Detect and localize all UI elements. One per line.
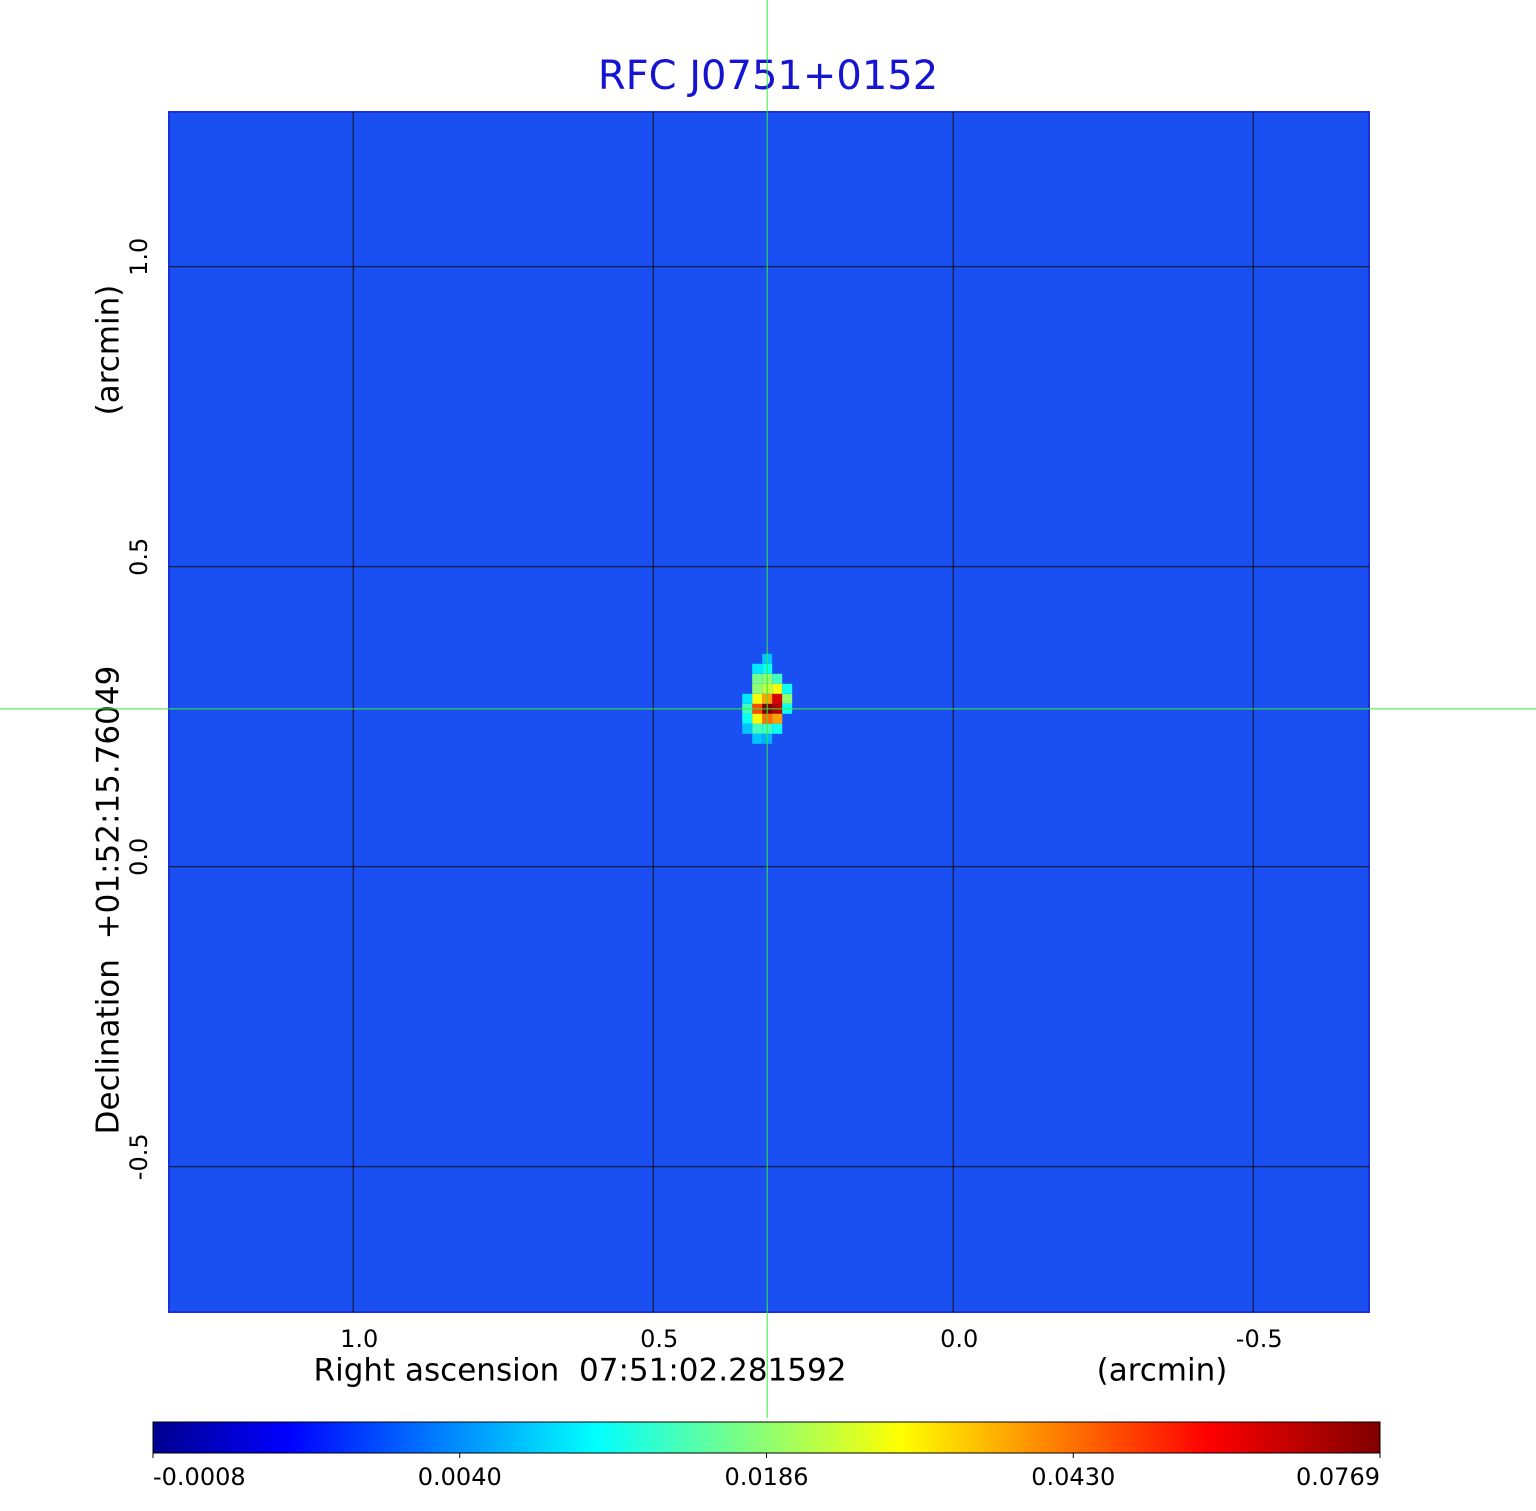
x-axis-label: Right ascension 07:51:02.281592 (314, 1353, 847, 1389)
pixel (752, 663, 763, 674)
y-tick-label: 1.0 (125, 238, 153, 276)
pixel (742, 713, 753, 724)
pixel (742, 723, 753, 734)
y-axis-label: Declination +01:52:15.76049 (91, 666, 127, 1135)
pixel (752, 683, 763, 694)
pixel (782, 683, 793, 694)
pixel (772, 723, 783, 734)
pixel (752, 713, 763, 724)
y-tick-label: 0.5 (125, 538, 153, 576)
pixel (752, 673, 763, 684)
y-tick-label: -0.5 (125, 1133, 153, 1180)
pixel (772, 693, 783, 704)
pixel (752, 733, 763, 744)
colorbar-tick-label: 0.0186 (725, 1463, 809, 1491)
pixel (772, 673, 783, 684)
pixel (752, 723, 763, 734)
pixel (752, 693, 763, 704)
x-tick-label: 1.0 (340, 1325, 378, 1353)
y-tick-label: 0.0 (125, 838, 153, 876)
pixel (742, 693, 753, 704)
x-tick-label: -0.5 (1236, 1325, 1283, 1353)
x-tick-label: 0.0 (940, 1325, 978, 1353)
pixel (782, 693, 793, 704)
pixel (772, 713, 783, 724)
y-axis-unit: (arcmin) (91, 285, 127, 416)
colorbar-tick-label: 0.0769 (1296, 1463, 1380, 1491)
x-tick-label: 0.5 (640, 1325, 678, 1353)
colorbar-tick-label: 0.0040 (418, 1463, 502, 1491)
x-axis-unit: (arcmin) (1097, 1353, 1228, 1389)
pixel (772, 683, 783, 694)
chart-title: RFC J0751+0152 (598, 53, 938, 99)
colorbar-tick-label: 0.0430 (1031, 1463, 1115, 1491)
colorbar-tick-label: -0.0008 (153, 1463, 246, 1491)
colorbar (152, 1421, 1381, 1454)
